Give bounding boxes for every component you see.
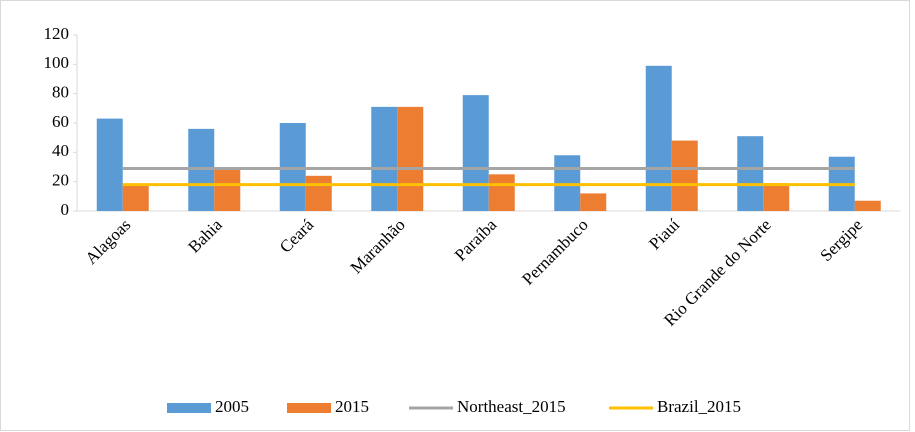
bar	[488, 174, 515, 211]
legend-label: Northeast_2015	[457, 397, 566, 416]
y-tick-label: 60	[52, 112, 69, 131]
legend-swatch	[287, 403, 331, 413]
bar	[854, 200, 881, 211]
bar	[371, 106, 398, 211]
legend-label: 2005	[215, 397, 249, 416]
bar	[122, 184, 149, 211]
y-tick-label: 20	[52, 171, 69, 190]
y-tick-label: 100	[44, 53, 70, 72]
bar	[305, 175, 332, 211]
bar	[214, 168, 241, 211]
bar	[580, 193, 607, 211]
legend-swatch	[167, 403, 211, 413]
bar	[397, 106, 424, 211]
legend-label: Brazil_2015	[657, 397, 741, 416]
y-tick-label: 120	[44, 24, 70, 43]
bar	[645, 65, 672, 211]
y-tick-label: 0	[61, 200, 70, 219]
bar	[671, 140, 698, 211]
y-tick-label: 40	[52, 141, 69, 160]
bar	[763, 183, 790, 211]
y-tick-label: 80	[52, 83, 69, 102]
bar	[737, 136, 764, 211]
legend-label: 2015	[335, 397, 369, 416]
bar	[96, 118, 123, 211]
bar	[462, 95, 489, 211]
